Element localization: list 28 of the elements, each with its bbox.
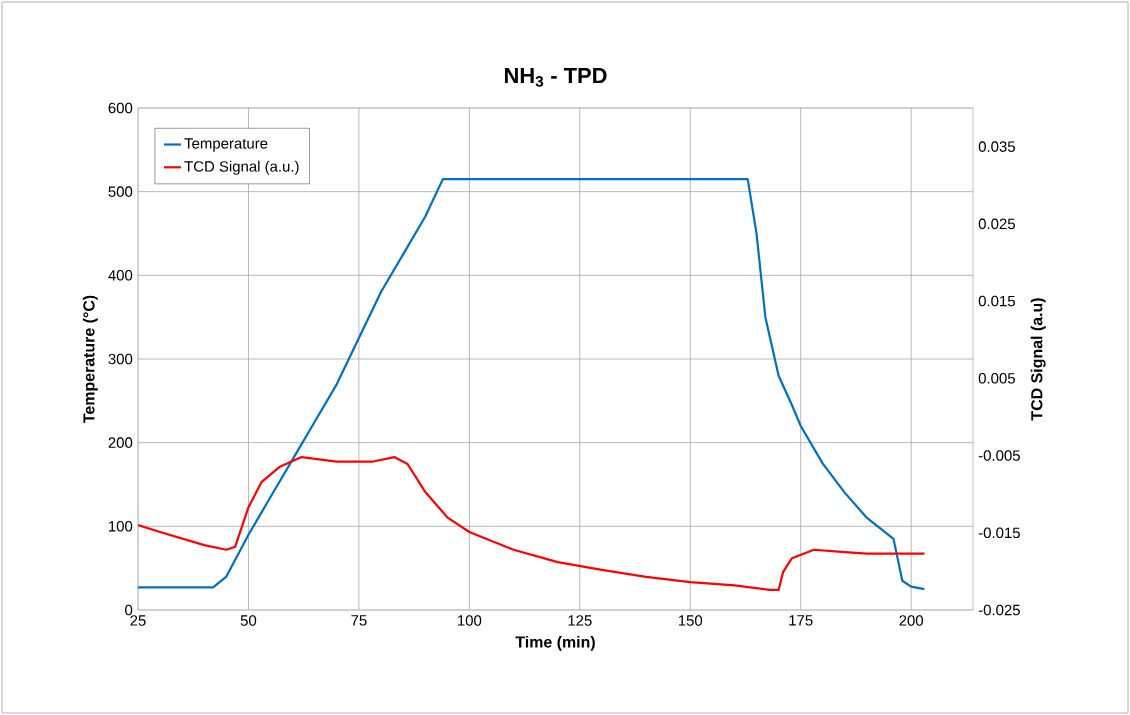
x-tick-label: 175 xyxy=(789,615,813,626)
legend-label: TCD Signal (a.u.) xyxy=(184,160,299,175)
y-tick-label: 0 xyxy=(125,604,133,616)
legend-label: Temperature xyxy=(184,138,268,152)
x-tick-label: 25 xyxy=(130,615,146,626)
x-tick-label: 100 xyxy=(458,615,482,626)
y-tick-label: 200 xyxy=(108,437,133,448)
y2-tick-label: 0.005 xyxy=(978,373,1015,384)
x-tick-label: 125 xyxy=(568,615,592,626)
y-tick-label: 400 xyxy=(108,270,133,281)
y2-tick-label: -0.015 xyxy=(978,527,1020,539)
x-tick-label: 200 xyxy=(899,615,924,626)
chart-title: NH$_{3}$ - TPD xyxy=(504,67,607,87)
x-tick-label: 75 xyxy=(351,615,367,626)
y2-tick-label: 0.025 xyxy=(978,218,1015,230)
x-tick-label: 150 xyxy=(678,615,703,626)
y2-axis-title: TCD Signal (a.u) xyxy=(1030,298,1046,421)
x-axis-title: Time (min) xyxy=(515,635,595,651)
y2-tick-label: -0.025 xyxy=(978,604,1020,616)
y-tick-label: 600 xyxy=(108,102,133,114)
y-tick-label: 300 xyxy=(108,353,133,365)
x-tick-label: 50 xyxy=(240,615,257,626)
y-tick-label: 500 xyxy=(108,186,133,197)
y2-tick-label: -0.005 xyxy=(978,450,1020,461)
y2-tick-label: 0.015 xyxy=(978,295,1015,307)
y-tick-label: 100 xyxy=(109,521,133,532)
y2-tick-label: 0.035 xyxy=(978,141,1015,152)
y-axis-title: Temperature (°C) xyxy=(82,295,98,423)
